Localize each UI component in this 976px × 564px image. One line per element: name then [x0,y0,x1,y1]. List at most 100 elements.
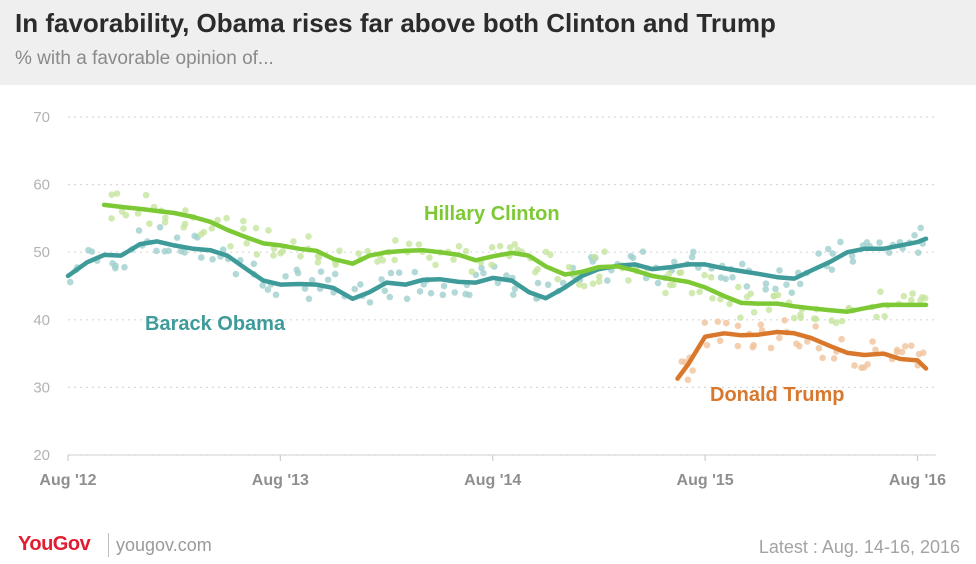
poll-dot [219,246,227,253]
y-tick-label: 50 [33,244,50,261]
poll-dot [209,256,216,263]
poll-dot [908,342,915,349]
poll-dot [774,291,782,299]
poll-dot [173,234,181,241]
poll-dot [480,269,487,277]
gridlines [67,116,936,461]
poll-dot [259,282,266,289]
poll-dot [161,248,169,255]
poll-dot [750,308,758,316]
poll-dot [135,227,143,234]
poll-dot [378,276,385,283]
poll-dot [426,254,433,261]
poll-dot [395,269,403,277]
poll-dot [601,248,608,256]
poll-dot [819,354,826,362]
poll-dot [829,250,837,257]
poll-dot [416,288,424,295]
poll-dot [828,317,835,325]
poll-dot [830,355,838,362]
poll-dot [757,321,765,328]
poll-dot [872,346,879,354]
poll-dot [240,217,247,225]
poll-dot [726,300,733,308]
poll-dot [750,341,757,349]
poll-dot [838,335,845,343]
poll-dot [849,258,857,265]
poll-dot [534,279,542,287]
poll-dot [863,239,871,246]
poll-dot [403,295,411,303]
footer-latest-date: Latest : Aug. 14-16, 2016 [758,537,960,557]
poll-dot [703,341,711,349]
poll-dot [767,344,775,352]
poll-dot [662,289,669,297]
poll-dot [677,269,685,276]
poll-dot [670,258,678,266]
trend-lines [65,202,929,381]
poll-dot [901,342,909,350]
poll-dot [915,350,923,358]
poll-dot [180,224,187,231]
poll-dot [665,270,673,278]
poll-dot [405,240,413,248]
chart-header: In favorability, Obama rises far above b… [0,0,976,85]
poll-dot [837,238,844,246]
series-annotations: Hillary Clinton Barack Obama Donald Trum… [145,203,844,406]
poll-dot [223,214,230,222]
poll-dot [392,237,399,244]
poll-dot [308,276,316,284]
poll-dot [366,299,374,306]
poll-dot [108,191,116,199]
poll-dot [900,292,908,300]
poll-dot [851,362,858,369]
poll-dot [355,250,362,257]
annotation-hillary-clinton: Hillary Clinton [424,203,560,225]
poll-dot [772,285,779,293]
poll-dot [776,267,783,274]
poll-dot [182,207,189,214]
poll-dot [108,215,115,222]
footer-site-link[interactable]: yougov.com [116,535,212,555]
poll-dot [305,233,312,240]
poll-dot [534,265,541,273]
poll-dot [788,289,796,296]
poll-dot [591,253,598,261]
axis-labels: 20 30 40 50 60 70 Aug '12 Aug '13 Aug '14 Aug '15… [33,109,946,489]
poll-dot [911,231,918,239]
x-tick-label: Aug '16 [889,472,946,489]
poll-dot [503,272,510,279]
poll-dot [462,247,470,255]
y-tick-label: 70 [33,109,50,126]
poll-dot [547,251,554,258]
poll-dot [762,280,770,287]
poll-dot [858,364,865,372]
chart-title: In favorability, Obama rises far above b… [15,8,776,38]
poll-dot [253,251,261,258]
poll-dot [737,314,744,322]
poll-dot [264,286,272,293]
y-tick-label: 30 [33,379,50,396]
poll-dot [462,290,469,298]
poll-dot [511,285,519,292]
poll-dot [177,247,185,255]
poll-dot [909,290,916,297]
poll-dot [559,279,567,287]
poll-dot [243,239,251,247]
poll-dot [315,253,323,261]
poll-dot [379,257,387,264]
poll-dot [696,288,703,296]
series-line-barack-obama [65,236,929,302]
poll-dot [885,249,893,256]
poll-dot [908,296,915,304]
poll-dot [670,281,677,289]
poll-dot [709,295,716,302]
poll-dot [688,289,696,297]
poll-dot [240,225,247,232]
poll-dot [156,224,164,231]
poll-dot [200,228,208,236]
poll-dot [701,271,708,279]
poll-dot [738,260,746,268]
poll-dot [511,241,519,248]
poll-dot [146,220,153,227]
